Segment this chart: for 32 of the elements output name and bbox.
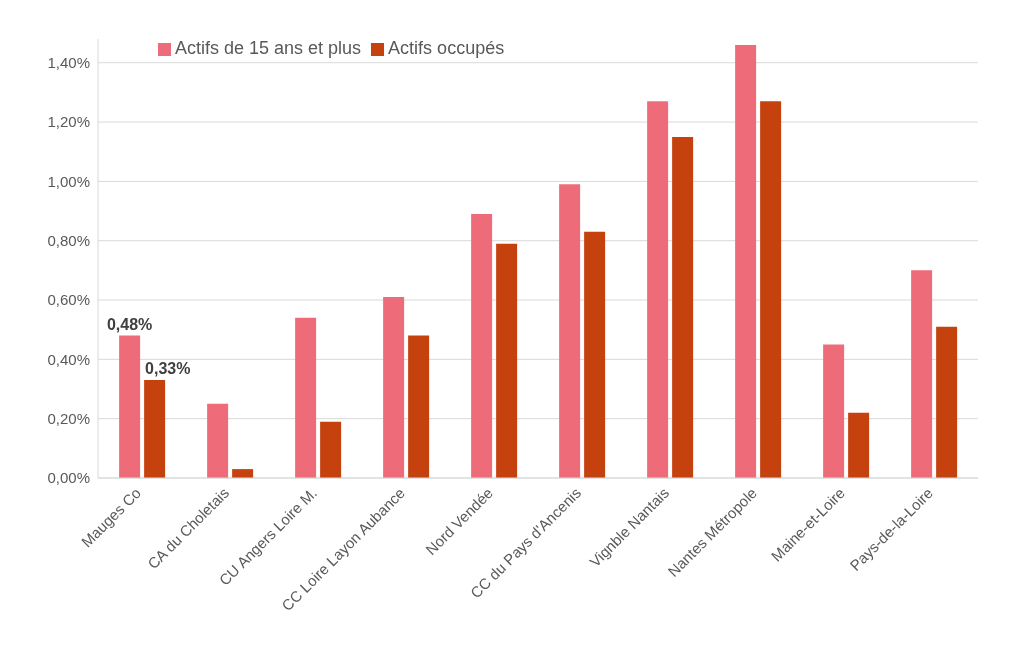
legend-label: Actifs de 15 ans et plus [175, 38, 362, 58]
bar [144, 380, 166, 478]
bar [559, 184, 581, 478]
bar [320, 421, 342, 478]
bar [911, 270, 933, 478]
legend-label: Actifs occupés [388, 38, 505, 58]
bar [383, 297, 405, 478]
bar [471, 214, 493, 478]
bar [408, 335, 430, 478]
y-tick-label: 0,40% [47, 350, 90, 368]
y-tick-label: 0,80% [47, 232, 90, 250]
bar [848, 412, 870, 478]
bar [647, 101, 669, 478]
y-tick-label: 0,20% [47, 410, 90, 427]
bar [496, 243, 518, 478]
bar [295, 317, 317, 478]
bar [119, 335, 141, 478]
y-tick-label: 1,40% [47, 54, 90, 72]
bar [207, 403, 229, 478]
y-tick-label: 1,20% [47, 113, 90, 131]
data-label: 0,33% [145, 360, 191, 378]
y-tick-label: 0,00% [47, 469, 90, 487]
bar [672, 136, 694, 478]
bar [232, 469, 254, 478]
bar [735, 44, 757, 478]
bar [936, 326, 958, 478]
bar [823, 344, 845, 478]
bar [584, 231, 606, 478]
y-tick-label: 1,00% [47, 172, 90, 190]
bar [760, 101, 782, 478]
y-tick-label: 0,60% [47, 291, 90, 309]
data-label: 0,48% [106, 315, 153, 333]
